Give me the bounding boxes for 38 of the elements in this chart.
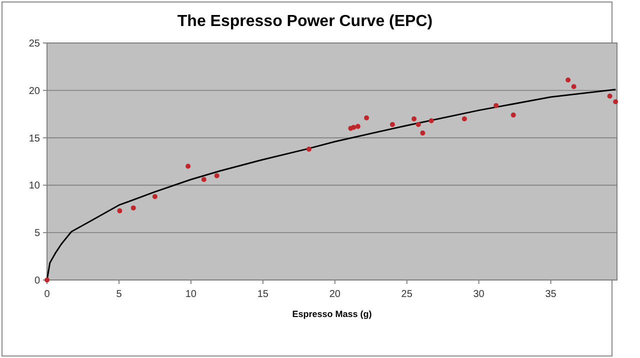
point: [186, 164, 191, 169]
point: [462, 116, 467, 122]
y-tick-label: 20: [28, 86, 40, 97]
point: [571, 84, 576, 90]
point: [364, 115, 370, 120]
point: [613, 99, 618, 104]
point: [214, 173, 220, 178]
x-axis-title: Espresso Mass (g): [292, 309, 372, 319]
point: [355, 124, 360, 129]
x-tick-label: 15: [257, 289, 269, 300]
x-tick-label: 5: [116, 289, 122, 300]
x-tick-label: 0: [44, 289, 50, 300]
y-tick-label: 25: [28, 38, 40, 50]
x-tick-label: 35: [545, 289, 557, 300]
point: [494, 103, 499, 108]
y-tick-label: 5: [34, 228, 40, 240]
point: [566, 77, 571, 82]
point: [412, 116, 417, 122]
point: [201, 177, 206, 182]
point: [607, 94, 612, 99]
point: [351, 124, 356, 130]
x-tick-label: 20: [329, 289, 341, 300]
point: [416, 122, 421, 128]
x-tick-label: 25: [401, 289, 413, 300]
point: [130, 205, 136, 210]
y-tick-label: 0: [34, 276, 40, 286]
x-tick-label: 30: [473, 289, 485, 300]
point: [152, 194, 158, 200]
point: [390, 122, 395, 128]
chart-title: The Espresso Power Curve (EPC): [177, 13, 433, 30]
y-tick-label: 15: [28, 133, 40, 144]
point: [306, 146, 312, 152]
point: [428, 118, 434, 124]
y-tick-label: 10: [28, 180, 40, 192]
x-tick-label: 10: [185, 289, 197, 300]
point: [117, 208, 122, 214]
point: [510, 112, 516, 118]
point: [420, 130, 426, 136]
